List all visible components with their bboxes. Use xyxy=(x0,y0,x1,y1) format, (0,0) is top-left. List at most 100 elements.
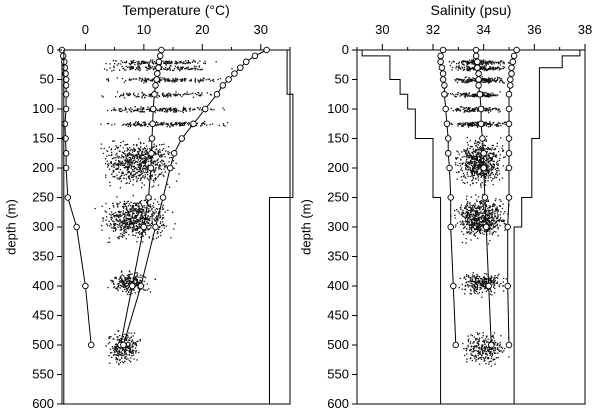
observation-point xyxy=(492,69,494,71)
observation-point xyxy=(476,168,478,171)
observation-point xyxy=(184,68,186,70)
observation-point xyxy=(494,200,497,202)
observation-point xyxy=(159,213,161,215)
observation-point xyxy=(175,61,177,63)
observation-point xyxy=(129,344,131,346)
observation-point xyxy=(166,69,168,71)
observation-point xyxy=(127,165,129,168)
observation-point xyxy=(190,78,192,81)
observation-point xyxy=(468,63,470,65)
observation-point xyxy=(123,230,125,232)
observation-point xyxy=(166,68,168,70)
observation-point xyxy=(168,94,171,96)
observation-point xyxy=(145,221,147,223)
observation-point xyxy=(150,67,152,69)
observation-point xyxy=(108,154,110,156)
observation-point xyxy=(502,82,504,84)
observation-point xyxy=(120,163,123,165)
observation-point xyxy=(129,122,131,125)
observation-point xyxy=(457,109,459,111)
observation-point xyxy=(487,199,489,201)
observation-point xyxy=(152,161,154,164)
observation-point xyxy=(497,125,499,127)
observation-point xyxy=(172,124,174,126)
observation-point xyxy=(125,349,127,351)
observation-point xyxy=(115,229,117,231)
observation-point xyxy=(126,212,128,214)
observation-point xyxy=(152,162,155,164)
observation-point xyxy=(130,280,132,282)
observation-point xyxy=(200,125,202,127)
observation-point xyxy=(108,146,110,148)
observation-point xyxy=(490,149,493,151)
max-profile-point xyxy=(152,223,159,231)
observation-point xyxy=(119,361,122,364)
observation-point xyxy=(118,283,120,285)
observation-point xyxy=(482,91,484,93)
observation-point xyxy=(135,177,137,179)
observation-point xyxy=(159,161,162,163)
observation-point xyxy=(139,174,141,176)
observation-point xyxy=(467,150,469,152)
observation-point xyxy=(105,211,107,213)
observation-point xyxy=(119,229,121,231)
observation-point xyxy=(482,208,484,211)
observation-point xyxy=(117,286,119,288)
observation-point xyxy=(211,79,214,81)
observation-point xyxy=(481,174,483,176)
observation-point xyxy=(128,218,130,221)
observation-point xyxy=(121,278,123,280)
observation-point xyxy=(162,204,164,206)
observation-point xyxy=(493,223,495,225)
observation-point xyxy=(112,109,115,111)
observation-point xyxy=(113,220,115,223)
observation-point xyxy=(480,163,483,165)
observation-point xyxy=(135,204,137,207)
observation-point xyxy=(124,288,126,291)
max-profile-point xyxy=(170,150,178,157)
observation-point xyxy=(164,79,167,81)
observation-point xyxy=(142,205,144,207)
observation-point xyxy=(479,207,481,209)
observation-point xyxy=(122,348,125,350)
observation-point xyxy=(166,94,169,96)
observation-point xyxy=(469,169,472,171)
observation-point xyxy=(496,224,498,227)
observation-point xyxy=(169,126,171,128)
observation-point xyxy=(127,93,130,95)
observation-point xyxy=(136,220,138,222)
observation-point xyxy=(114,157,116,159)
observation-point xyxy=(134,154,137,156)
observation-point xyxy=(129,222,132,224)
observation-point xyxy=(128,92,131,94)
observation-point xyxy=(490,157,493,160)
observation-point xyxy=(481,229,483,231)
min-profile-point xyxy=(59,52,67,60)
observation-point xyxy=(492,173,494,176)
observation-point xyxy=(179,61,182,64)
observation-point xyxy=(175,91,177,93)
observation-point xyxy=(133,358,135,360)
observation-point xyxy=(116,155,119,157)
observation-point xyxy=(467,78,470,80)
observation-point xyxy=(138,288,140,290)
observation-point xyxy=(111,217,113,219)
observation-point xyxy=(460,94,462,96)
observation-point xyxy=(127,222,129,224)
observation-point xyxy=(466,218,469,220)
observation-point xyxy=(496,223,498,225)
observation-point xyxy=(124,160,126,162)
observation-point xyxy=(152,157,154,159)
observation-point xyxy=(115,287,117,290)
observation-point xyxy=(126,227,128,229)
observation-point xyxy=(167,78,169,80)
observation-point xyxy=(481,232,483,234)
observation-point xyxy=(129,339,131,341)
observation-point xyxy=(497,94,499,96)
observation-point xyxy=(120,164,122,166)
observation-point xyxy=(480,159,483,161)
observation-point xyxy=(120,224,122,227)
observation-point xyxy=(488,170,490,173)
observation-point xyxy=(470,239,472,241)
observation-point xyxy=(146,170,149,172)
